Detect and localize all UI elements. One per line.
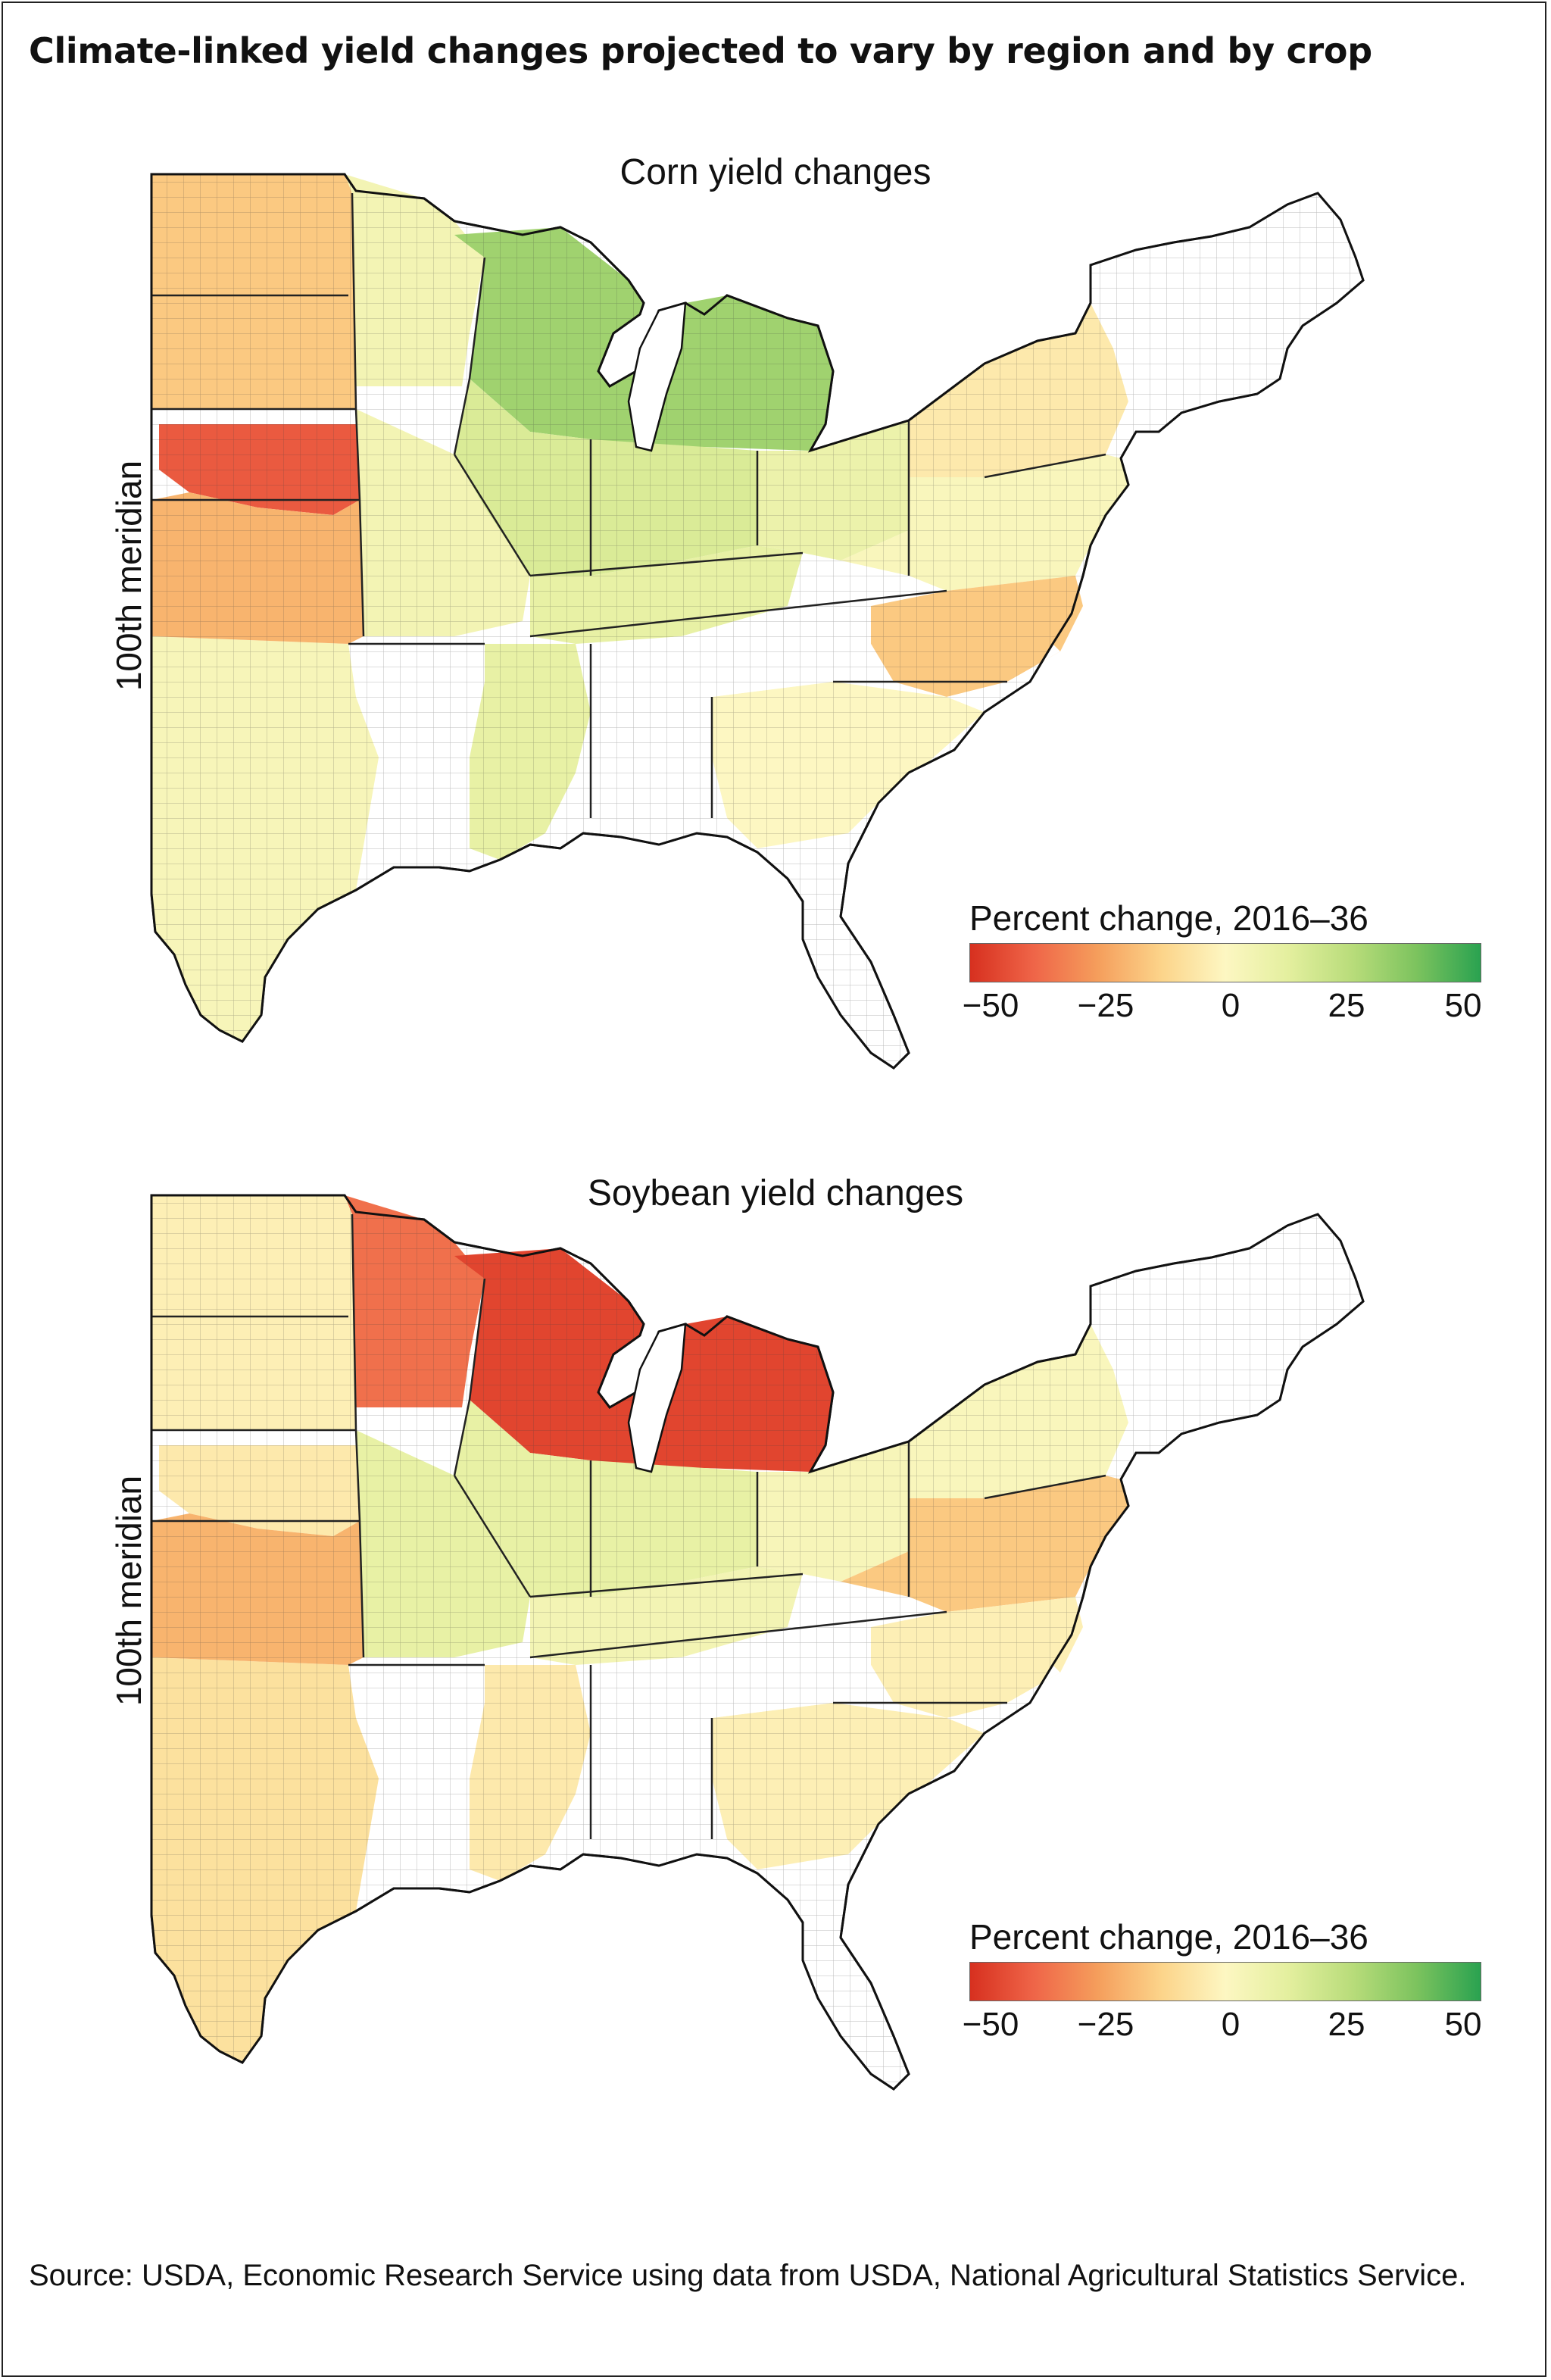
- corn-legend: Percent change, 2016–36 −50 −25 0 25 50: [963, 898, 1500, 1024]
- coastline: [150, 1194, 1365, 2091]
- soybean-panel-title: Soybean yield changes: [587, 1173, 964, 1213]
- soybean-yield-map: [150, 1194, 1365, 2091]
- soybean-legend-tick: 25: [1328, 2006, 1365, 2043]
- soybean-legend-title: Percent change, 2016–36: [969, 1917, 1368, 1957]
- coastline: [150, 173, 1365, 1070]
- soybean-legend-tick: −50: [962, 2006, 1019, 2043]
- soybean-legend: Percent change, 2016–36 −50 −25 0 25 50: [963, 1916, 1500, 2043]
- state-boundary: [529, 1610, 947, 1659]
- corn-legend-tick: 50: [1444, 987, 1482, 1024]
- corn-legend-tick: 25: [1328, 987, 1365, 1024]
- corn-legend-tick: −25: [1077, 987, 1134, 1024]
- corn-legend-tick: 0: [1221, 987, 1240, 1024]
- state-boundary: [453, 1278, 486, 1476]
- state-boundary: [453, 257, 486, 455]
- corn-yield-map: [150, 173, 1365, 1070]
- county-lines: [151, 174, 1363, 1068]
- state-boundary: [984, 453, 1106, 479]
- lake-michigan: [627, 1323, 687, 1473]
- state-boundary: [529, 1573, 804, 1598]
- county-lines: [151, 1195, 1363, 2089]
- soybean-legend-colorbar: [969, 1962, 1481, 2001]
- soybean-legend-tick: 0: [1221, 2006, 1240, 2043]
- soybean-legend-tick: −25: [1077, 2006, 1134, 2043]
- source-note: Source: USDA, Economic Research Service …: [29, 2259, 1467, 2292]
- corn-legend-colorbar: [969, 943, 1481, 982]
- state-boundary: [453, 1475, 532, 1598]
- corn-panel-title: Corn yield changes: [619, 152, 932, 192]
- corn-legend-title: Percent change, 2016–36: [969, 898, 1368, 938]
- corn-legend-tick: −50: [962, 987, 1019, 1024]
- state-boundary: [529, 551, 804, 577]
- state-boundary: [351, 192, 365, 637]
- figure-title: Climate-linked yield changes projected t…: [29, 30, 1372, 71]
- state-boundary: [529, 589, 947, 638]
- lake-michigan: [627, 301, 687, 452]
- state-boundary: [984, 1474, 1106, 1500]
- state-boundary: [453, 454, 532, 576]
- soybean-legend-tick: 50: [1444, 2006, 1482, 2043]
- state-boundary: [351, 1213, 365, 1658]
